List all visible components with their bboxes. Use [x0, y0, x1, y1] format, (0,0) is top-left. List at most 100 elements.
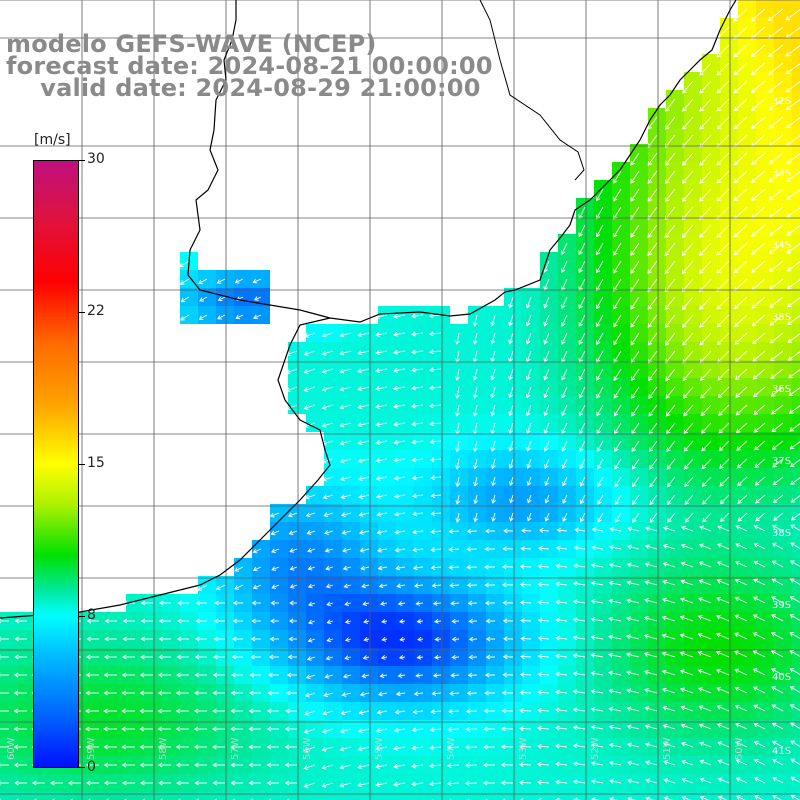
wind-arrowhead	[595, 214, 601, 220]
wind-arrowhead	[451, 618, 456, 624]
wind-arrowhead	[466, 690, 472, 696]
wind-arrow	[377, 710, 388, 714]
wind-arrowhead	[197, 586, 203, 591]
wind-arrow	[199, 296, 208, 302]
wind-arrow	[665, 152, 676, 166]
wind-arrowhead	[613, 322, 618, 328]
wind-arrowhead	[411, 403, 416, 409]
wind-arrowhead	[325, 565, 331, 571]
wind-arrowhead	[230, 690, 236, 696]
wind-arrow	[579, 404, 586, 416]
wind-arrowhead	[662, 526, 668, 531]
wind-arrowhead	[647, 233, 652, 239]
wind-arrowhead	[140, 780, 145, 786]
wind-arrow	[434, 620, 442, 623]
wind-arrowhead	[631, 394, 636, 399]
wind-arrowhead	[198, 279, 203, 285]
wind-arrowhead	[252, 548, 258, 554]
colorbar-tick-mark	[79, 767, 85, 768]
wind-arrowhead	[699, 777, 705, 783]
wind-arrowhead	[751, 232, 756, 237]
wind-arrowhead	[697, 651, 703, 656]
wind-arrowhead	[455, 376, 460, 381]
wind-arrowhead	[772, 795, 778, 800]
wind-arrow	[786, 207, 800, 218]
wind-arrow	[253, 584, 262, 589]
wind-arrow	[235, 314, 244, 319]
wind-arrow	[449, 584, 460, 587]
wind-arrow	[716, 633, 730, 640]
wind-arrowhead	[428, 349, 434, 355]
wind-arrowhead	[50, 780, 55, 786]
wind-cell	[792, 0, 800, 18]
wind-arrow	[597, 458, 604, 469]
wind-arrowhead	[216, 279, 222, 284]
wind-arrow	[596, 278, 604, 291]
wind-arrow	[411, 350, 424, 353]
wind-arrowhead	[644, 724, 650, 729]
wind-arrow	[645, 725, 658, 730]
wind-arrowhead	[769, 303, 774, 308]
wind-arrow	[768, 98, 784, 111]
wind-arrowhead	[411, 385, 416, 391]
wind-arrow	[449, 530, 460, 533]
wind-arrowhead	[751, 304, 757, 309]
wind-arrow	[339, 782, 352, 787]
wind-arrow	[718, 404, 730, 416]
wind-arrowhead	[375, 332, 380, 337]
wind-arrow	[325, 566, 334, 570]
wind-arrow	[699, 296, 712, 310]
wind-arrowhead	[429, 421, 434, 427]
wind-arrowhead	[785, 123, 791, 129]
wind-arrow	[578, 242, 586, 255]
wind-arrow	[734, 314, 748, 327]
wind-arrowhead	[344, 619, 350, 624]
wind-arrow	[751, 260, 766, 273]
wind-arrow	[666, 422, 676, 434]
wind-arrowhead	[555, 599, 560, 605]
wind-arrow	[413, 530, 424, 533]
wind-arrow	[394, 476, 406, 480]
wind-arrowhead	[285, 708, 290, 714]
wind-arrow	[647, 116, 658, 130]
wind-arrow	[772, 777, 784, 784]
wind-arrowhead	[432, 600, 438, 606]
wind-arrowhead	[430, 475, 435, 481]
wind-arrowhead	[608, 670, 614, 676]
wind-arrowhead	[525, 375, 531, 381]
wind-arrowhead	[473, 464, 478, 470]
wind-arrowhead	[121, 690, 126, 696]
wind-arrowhead	[252, 278, 258, 284]
wind-arrow	[378, 692, 388, 696]
wind-arrow	[645, 707, 658, 712]
wind-arrowhead	[231, 672, 236, 678]
wind-arrowhead	[753, 759, 759, 764]
wind-arrowhead	[413, 691, 419, 697]
wind-arrow	[702, 476, 712, 487]
wind-arrow	[271, 548, 280, 553]
wind-arrowhead	[500, 762, 506, 768]
wind-arrowhead	[789, 650, 795, 655]
wind-arrowhead	[543, 446, 549, 452]
wind-arrow	[751, 224, 766, 237]
wind-arrowhead	[733, 250, 739, 256]
wind-arrowhead	[472, 393, 478, 399]
model-title: modelo GEFS-WAVE (NCEP)	[6, 30, 377, 58]
wind-arrowhead	[394, 709, 400, 715]
wind-arrowhead	[631, 411, 636, 417]
wind-arrowhead	[608, 742, 614, 748]
wind-arrow	[394, 746, 406, 750]
wind-arrowhead	[103, 672, 109, 678]
wind-arrow	[755, 512, 766, 522]
wind-arrowhead	[322, 494, 328, 500]
wind-arrowhead	[464, 762, 470, 768]
wind-arrowhead	[630, 376, 636, 382]
wind-arrow	[682, 296, 694, 310]
wind-arrow	[591, 582, 604, 586]
wind-arrowhead	[735, 777, 741, 782]
wind-arrowhead	[767, 52, 773, 57]
wind-arrow	[327, 620, 334, 624]
wind-arrow	[357, 386, 370, 390]
wind-arrowhead	[308, 601, 313, 607]
wind-arrow	[323, 692, 334, 697]
